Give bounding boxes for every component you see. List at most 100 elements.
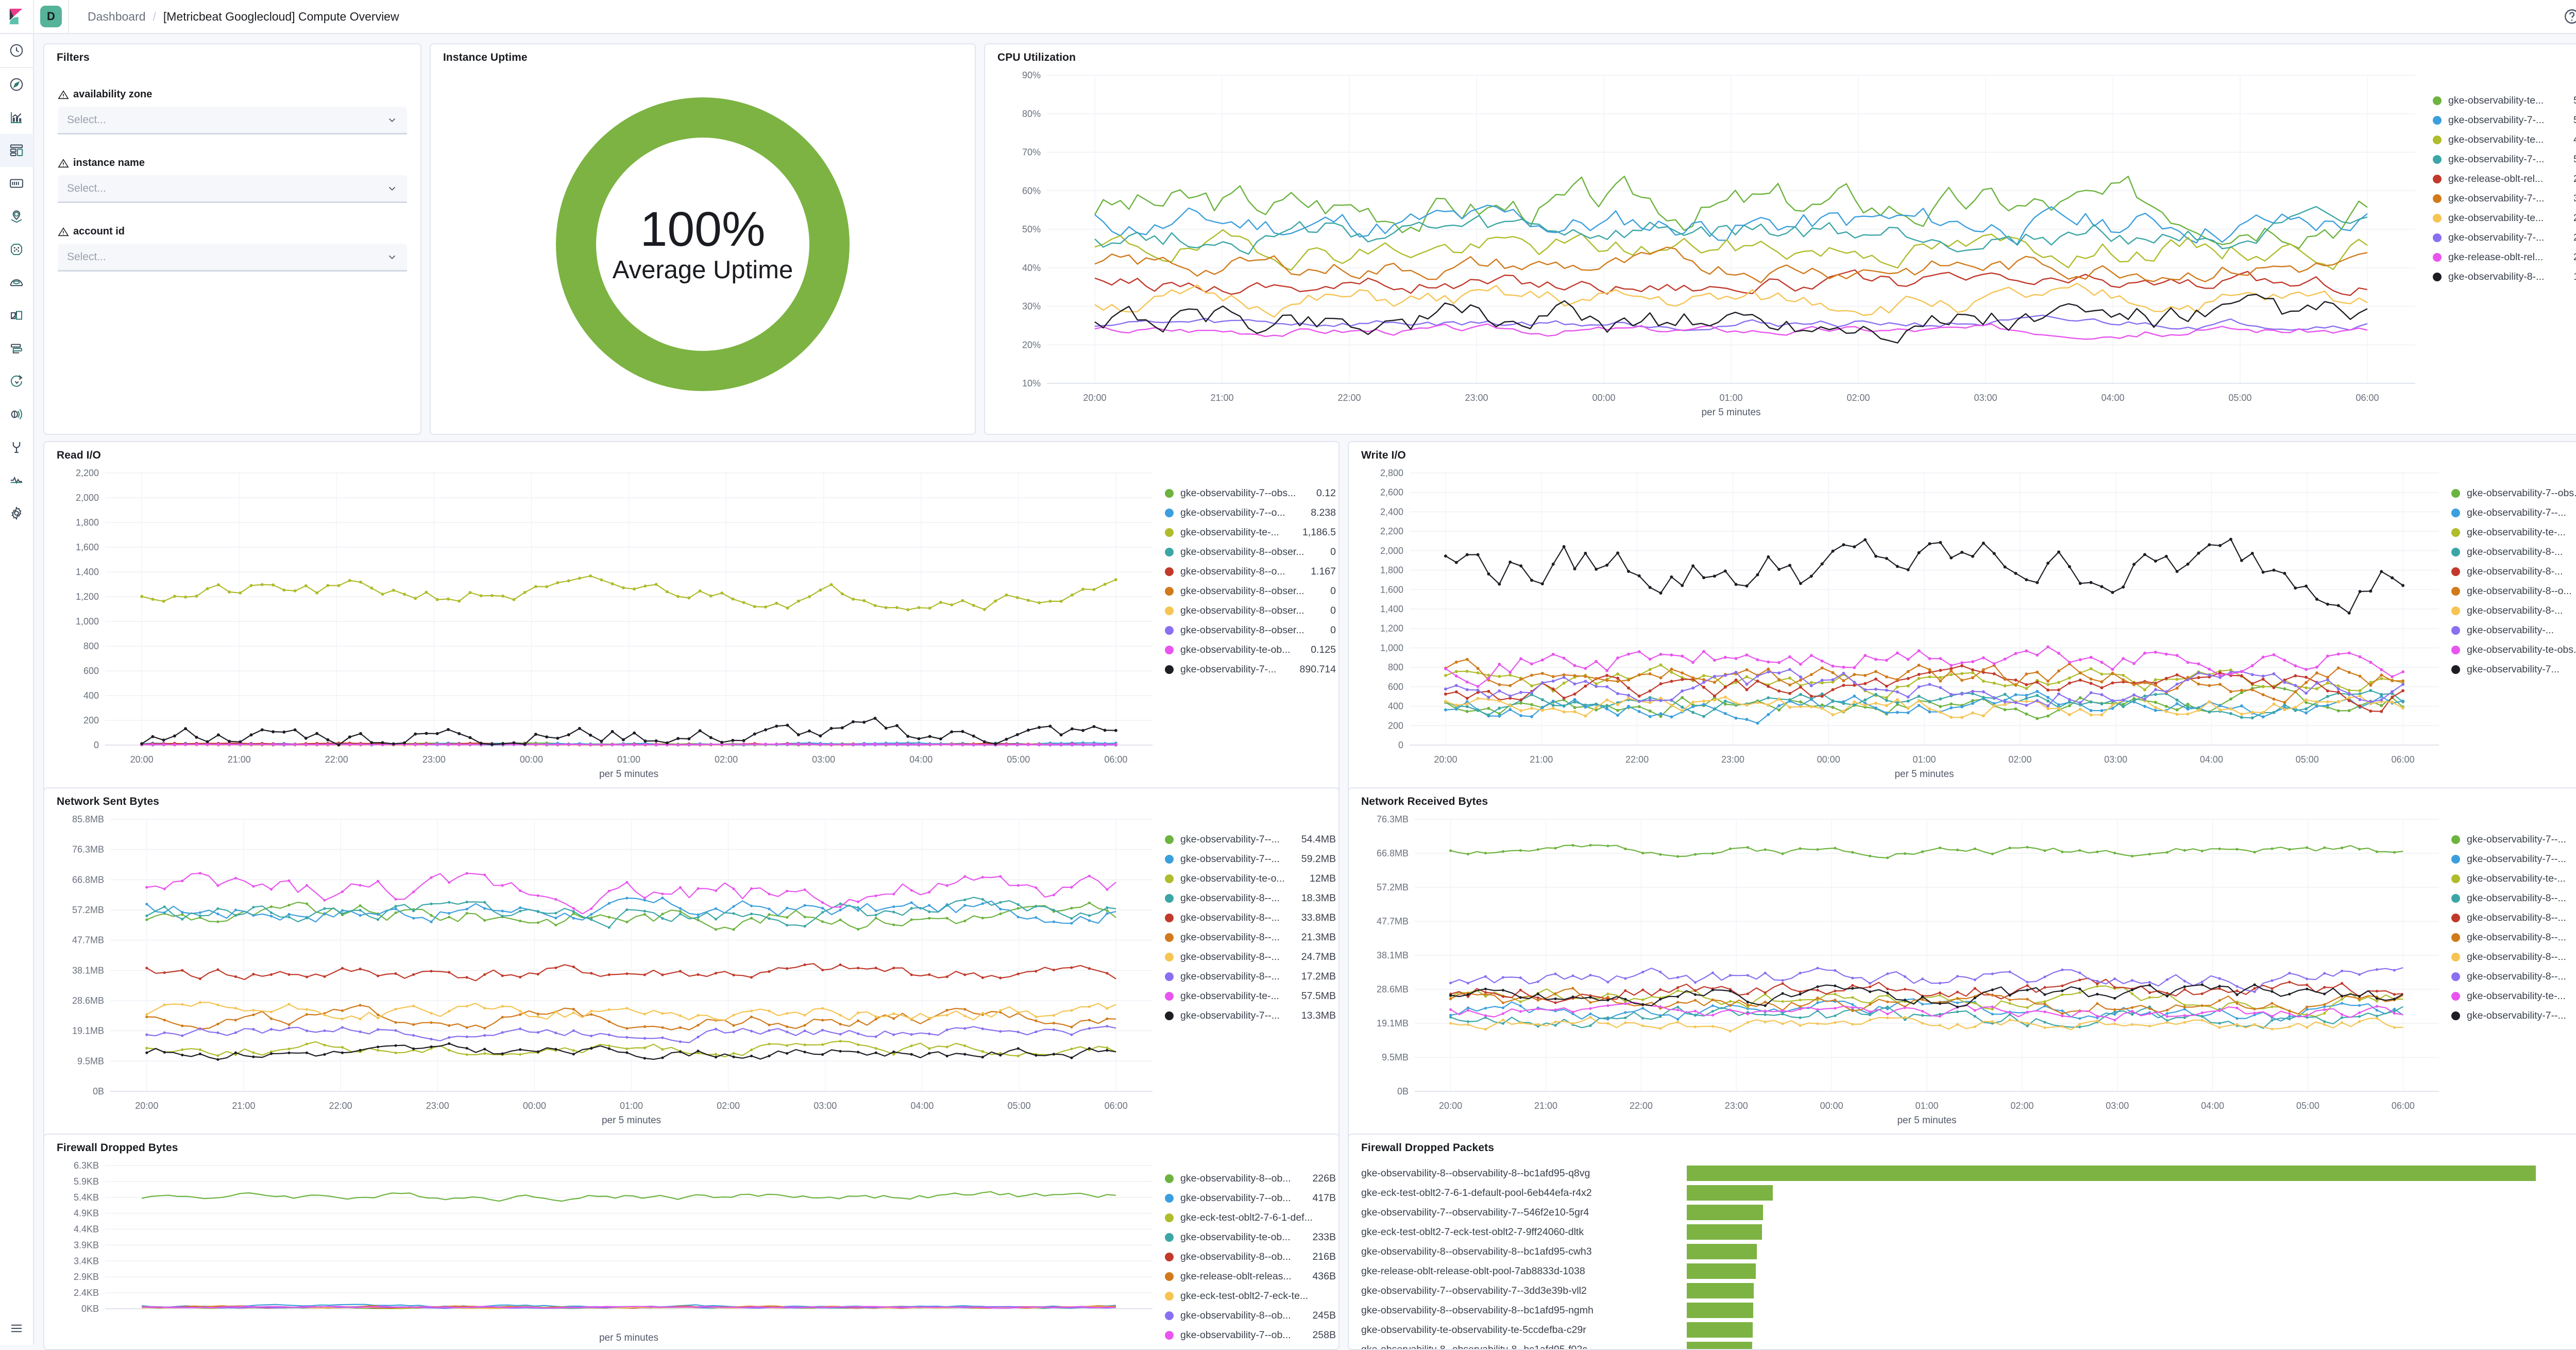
bar-track <box>1687 1222 2536 1242</box>
sidebar-item-siem[interactable] <box>0 398 33 431</box>
legend-item[interactable]: gke-eck-test-oblt2-7-6-1-def... <box>1165 1208 1336 1227</box>
legend-item[interactable]: gke-observability-8--...33.8MB <box>1165 908 1336 927</box>
sidebar-item-logs[interactable] <box>0 299 33 332</box>
legend-item[interactable]: gke-observability-7--ob...258B <box>1165 1325 1336 1345</box>
legend-item[interactable]: gke-observability-te-...618.643 <box>2451 522 2576 542</box>
legend-item[interactable]: gke-observability-8--...18.4MB <box>2451 888 2576 908</box>
bar-row[interactable]: gke-observability-8--observability-8--bc… <box>1349 1163 2576 1183</box>
sidebar-item-recently-viewed[interactable] <box>0 34 33 67</box>
legend-item[interactable]: gke-observability-8-...289.692 <box>2451 542 2576 562</box>
sidebar-collapse-button[interactable] <box>0 1312 33 1345</box>
legend-item[interactable]: gke-observability-7--...13.8MB <box>2451 849 2576 869</box>
legend-item[interactable]: gke-observability-7-...26.861% <box>2433 228 2576 247</box>
bar-row[interactable]: gke-release-oblt-release-oblt-pool-7ab88… <box>1349 1261 2576 1281</box>
sidebar-item-maps[interactable] <box>0 200 33 233</box>
legend-item[interactable]: gke-observability-8--obser...0 <box>1165 581 1336 601</box>
legend-item[interactable]: gke-observability-7...2,379.714 <box>2451 660 2576 679</box>
bar-row[interactable]: gke-observability-8--observability-8--bc… <box>1349 1242 2576 1261</box>
legend-item[interactable]: gke-observability-8--o...1.167 <box>1165 562 1336 581</box>
legend-item[interactable]: gke-observability-te-...24.1MB <box>2451 869 2576 888</box>
sidebar-item-canvas[interactable] <box>0 167 33 200</box>
sidebar-item-infrastructure[interactable] <box>0 266 33 299</box>
bar-row[interactable]: gke-observability-8--observability-8--bc… <box>1349 1340 2576 1350</box>
sidebar-item-discover[interactable] <box>0 68 33 101</box>
elastic-logo[interactable] <box>0 0 34 33</box>
legend-item[interactable]: gke-observability-8--...18.3MB <box>1165 888 1336 908</box>
legend-item[interactable]: gke-observability-7--obs...284 <box>2451 483 2576 503</box>
legend-item[interactable]: gke-release-oblt-rel...20.335% <box>2433 247 2576 267</box>
legend-item[interactable]: gke-observability-8--ob...216B <box>1165 1247 1336 1267</box>
legend-item[interactable]: gke-observability-7--...59.2MB <box>1165 849 1336 869</box>
legend-item[interactable]: gke-observability-7--...13.3MB <box>1165 1006 1336 1025</box>
legend-item[interactable]: gke-observability-8--...21.3MB <box>1165 927 1336 947</box>
legend-item[interactable]: gke-observability-8--ob...245B <box>1165 1306 1336 1325</box>
sidebar-item-uptime[interactable] <box>0 365 33 398</box>
availability-zone-select[interactable]: Select... <box>58 107 407 134</box>
legend-item[interactable]: gke-observability-7--obs...0.12 <box>1165 483 1336 503</box>
legend-item[interactable]: gke-observability-te-...1,186.5 <box>1165 522 1336 542</box>
legend-item[interactable]: gke-observability-8--...18.1MB <box>2451 947 2576 967</box>
legend-item[interactable]: gke-observability-8-...303.375 <box>2451 601 2576 620</box>
legend-item[interactable]: gke-observability-7--...26.8MB <box>2451 1006 2576 1025</box>
sidebar-item-dev-tools[interactable] <box>0 431 33 464</box>
legend-item[interactable]: gke-observability-7-...51.072% <box>2433 149 2576 169</box>
sidebar-item-monitoring[interactable] <box>0 464 33 497</box>
legend-item[interactable]: gke-observability-8-...18.924% <box>2433 267 2576 286</box>
sidebar-item-management[interactable] <box>0 497 33 530</box>
sidebar-item-dashboard[interactable] <box>0 134 33 167</box>
space-avatar[interactable]: D <box>34 0 68 33</box>
legend-item[interactable]: gke-observability-7--...54.4MB <box>1165 830 1336 849</box>
legend-item[interactable]: gke-observability-te-...21.9MB <box>2451 986 2576 1006</box>
bar-row[interactable]: gke-observability-te-observability-te-5c… <box>1349 1320 2576 1340</box>
bar-row[interactable]: gke-observability-8--observability-8--bc… <box>1349 1301 2576 1320</box>
legend-item[interactable]: gke-observability-...1,088.875 <box>2451 620 2576 640</box>
bar-row[interactable]: gke-eck-test-oblt2-7-eck-test-oblt2-7-9f… <box>1349 1222 2576 1242</box>
legend-item[interactable]: gke-observability-8--...35.2MB <box>2451 967 2576 986</box>
sidebar-item-apm[interactable] <box>0 332 33 365</box>
legend-item[interactable]: gke-observability-te-...57.5MB <box>1165 986 1336 1006</box>
account-id-select[interactable]: Select... <box>58 244 407 272</box>
bar-row[interactable]: gke-observability-7--observability-7--3d… <box>1349 1281 2576 1301</box>
legend-item[interactable]: gke-observability-7-...53.193% <box>2433 110 2576 130</box>
legend-item[interactable]: gke-observability-8--ob...226B <box>1165 1169 1336 1188</box>
legend-item[interactable]: gke-observability-8--...25.8MB <box>2451 927 2576 947</box>
help-icon[interactable] <box>2563 8 2576 25</box>
legend-item[interactable]: gke-observability-7--...206.81 <box>2451 503 2576 522</box>
legend-item[interactable]: gke-observability-7-...34.093% <box>2433 189 2576 208</box>
legend-item[interactable]: gke-observability-7-...890.714 <box>1165 660 1336 679</box>
legend-item[interactable]: gke-observability-8--...17.2MB <box>1165 967 1336 986</box>
legend-item[interactable]: gke-observability-te-ob...233B <box>1165 1227 1336 1247</box>
legend-item[interactable]: gke-observability-te-ob...0.125 <box>1165 640 1336 660</box>
bar-row[interactable]: gke-observability-7--observability-7--54… <box>1349 1203 2576 1222</box>
legend-item[interactable]: gke-release-oblt-releas...436B <box>1165 1267 1336 1286</box>
legend-item[interactable]: gke-observability-8--obser...0 <box>1165 601 1336 620</box>
instance-name-select[interactable]: Select... <box>58 175 407 203</box>
breadcrumb-dashboard[interactable]: Dashboard <box>88 10 146 24</box>
legend-item[interactable]: gke-observability-8--o...919.5 <box>2451 581 2576 601</box>
legend-item[interactable]: gke-observability-7--o...8.238 <box>1165 503 1336 522</box>
legend-item[interactable]: gke-eck-test-oblt2-7-eck-te... <box>1165 1286 1336 1306</box>
legend-item[interactable]: gke-observability-te...51.622% <box>2433 91 2576 110</box>
legend-item[interactable]: gke-observability-te...27.599% <box>2433 208 2576 228</box>
legend-item[interactable]: gke-observability-8--obser...0 <box>1165 620 1336 640</box>
bar-row[interactable]: gke-eck-test-oblt2-7-6-1-default-pool-6e… <box>1349 1183 2576 1203</box>
legend-item[interactable]: gke-observability-8--...24.7MB <box>1165 947 1336 967</box>
legend-item[interactable]: gke-observability-te...44.532% <box>2433 130 2576 149</box>
legend-item[interactable]: gke-observability-7--ob...417B <box>1165 1188 1336 1208</box>
sidebar-item-machine-learning[interactable] <box>0 233 33 266</box>
legend-item[interactable]: gke-observability-te-obs...740 <box>2451 640 2576 660</box>
legend-item[interactable]: gke-observability-7--...66.6MB <box>2451 830 2576 849</box>
sidebar-item-visualize[interactable] <box>0 101 33 134</box>
legend-item[interactable]: gke-observability-8--...31.1MB <box>2451 908 2576 927</box>
panel-filters: Filters availability zone Select... inst… <box>43 43 421 435</box>
legend-item[interactable]: gke-observability-te-o...12MB <box>1165 869 1336 888</box>
legend-item[interactable]: gke-observability-8-...627.417 <box>2451 562 2576 581</box>
legend-item[interactable]: gke-release-oblt-rel...29.869% <box>2433 169 2576 189</box>
legend-item[interactable]: gke-observability-8--obser...0 <box>1165 542 1336 562</box>
